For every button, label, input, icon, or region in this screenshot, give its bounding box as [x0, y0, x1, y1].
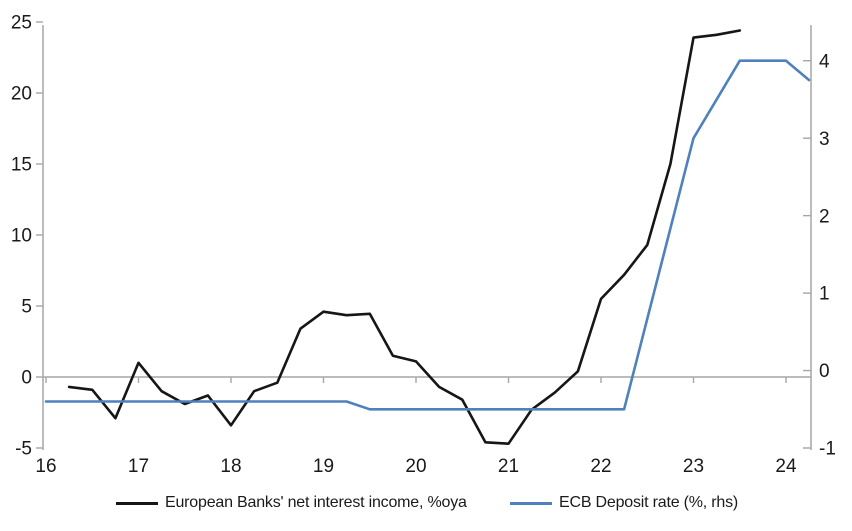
right-axis-tick-label: 4 [819, 51, 830, 72]
x-axis-tick-label: 23 [683, 456, 704, 477]
right-axis-tick-label: 0 [819, 361, 830, 382]
x-axis-tick-label: 19 [313, 456, 334, 477]
x-axis-tick-label: 21 [498, 456, 519, 477]
x-axis-tick-label: 20 [405, 456, 426, 477]
left-axis-tick-label: 25 [11, 13, 32, 34]
x-axis-tick-label: 18 [220, 456, 241, 477]
legend-item-ecb-deposit-rate: ECB Deposit rate (%, rhs) [510, 492, 738, 514]
right-axis-tick-label: 1 [819, 284, 830, 305]
legend-label-net-interest-income: European Banks' net interest income, %oy… [165, 494, 467, 511]
left-axis-tick-label: 5 [21, 297, 32, 318]
right-axis-tick-label: -1 [819, 439, 836, 460]
x-axis-tick-label: 17 [128, 456, 149, 477]
ecb-deposit-rate-line [44, 59, 811, 411]
legend-label-ecb-deposit-rate: ECB Deposit rate (%, rhs) [559, 494, 739, 511]
x-axis-tick-label: 22 [590, 456, 611, 477]
blue-line-swatch [510, 501, 552, 505]
left-axis-tick-label: 0 [21, 368, 32, 389]
x-axis-tick-label: 24 [775, 456, 797, 477]
left-axis-tick-label: 20 [11, 84, 32, 105]
x-axis-tick-label: 16 [35, 456, 56, 477]
left-axis-tick-label: 15 [11, 155, 32, 176]
right-axis-tick-label: 2 [819, 206, 830, 227]
right-axis-tick-label: 3 [819, 129, 830, 150]
net-interest-income-line [67, 29, 742, 446]
left-axis-tick-label: -5 [15, 439, 32, 460]
black-line-swatch [116, 501, 158, 505]
legend-item-net-interest-income: European Banks' net interest income, %oy… [116, 492, 467, 514]
left-axis-tick-label: 10 [11, 226, 32, 247]
